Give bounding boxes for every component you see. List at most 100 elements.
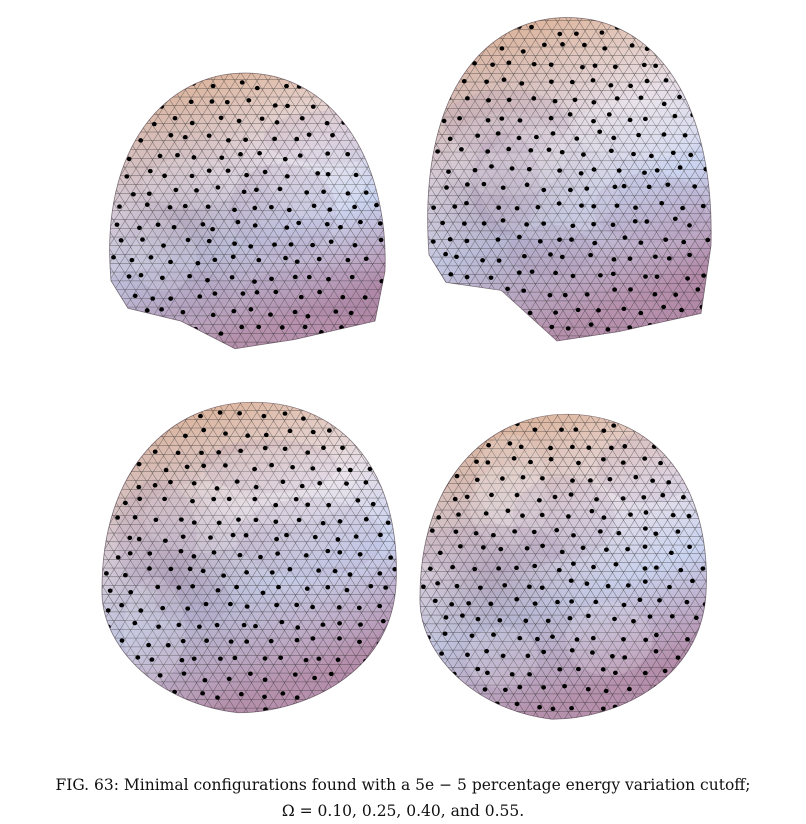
particle-dot	[507, 441, 513, 446]
particle-dot	[568, 187, 573, 193]
particle-dot	[97, 276, 102, 280]
particle-dot	[109, 326, 115, 332]
particle-dot	[295, 625, 301, 630]
particle-dot	[381, 692, 387, 697]
particle-dot	[506, 60, 512, 65]
particle-dot	[650, 478, 655, 483]
particle-dot	[636, 132, 641, 138]
particle-dot	[324, 221, 330, 227]
particle-dot	[167, 712, 173, 713]
particle-dot	[137, 429, 143, 434]
particle-dot	[485, 670, 490, 676]
particle-dot	[654, 274, 660, 279]
particle-dot	[214, 622, 220, 628]
particle-dot	[320, 521, 326, 526]
particle-dot	[628, 287, 633, 292]
particle-dot	[396, 531, 397, 537]
particle-dot	[124, 174, 130, 179]
particle-dot	[297, 153, 303, 158]
particle-dot	[517, 684, 523, 690]
particle-dot	[132, 515, 138, 520]
particle-dot	[296, 220, 302, 226]
particle-dot	[540, 543, 545, 548]
particle-dot	[175, 152, 180, 158]
particle-dot	[710, 544, 715, 548]
particle-dot	[287, 428, 293, 434]
particle-dot	[272, 242, 277, 247]
particle-dot	[416, 78, 421, 82]
particle-dot	[253, 624, 258, 629]
particle-dot	[254, 187, 259, 193]
particle-dot	[514, 701, 520, 707]
particle-dot	[644, 78, 650, 84]
particle-dot	[600, 706, 606, 711]
particle-dot	[675, 703, 681, 708]
particle-dot	[284, 225, 290, 230]
particle-dot	[673, 292, 679, 297]
particle-dot	[221, 573, 226, 578]
particle-dot	[506, 146, 512, 152]
particle-dot	[269, 462, 274, 468]
particle-dot	[569, 79, 575, 85]
particle-dot	[162, 496, 167, 502]
particle-dot	[310, 636, 316, 641]
particle-dot	[397, 136, 402, 140]
particle-dot	[486, 98, 491, 103]
particle-dot	[539, 585, 545, 590]
particle-dot	[457, 116, 462, 121]
particle-dot	[383, 585, 388, 590]
particle-dot	[206, 238, 212, 244]
particle-dot	[549, 79, 554, 84]
particle-dot	[541, 187, 547, 193]
particle-dot	[347, 572, 353, 577]
particle-dot	[622, 655, 628, 660]
particle-dot	[392, 567, 397, 572]
particle-dot	[638, 240, 644, 245]
particle-dot	[706, 515, 707, 520]
particle-dot	[499, 46, 505, 51]
particle-dot	[505, 508, 511, 513]
particle-dot	[686, 513, 692, 519]
particle-dot	[571, 533, 576, 538]
figure-caption-line-2: Ω = 0.10, 0.25, 0.40, and 0.55.	[281, 802, 525, 820]
particle-dot	[306, 274, 312, 280]
particle-dot	[441, 474, 446, 479]
particle-dot	[238, 448, 244, 454]
particle-dot	[287, 567, 293, 572]
particle-dot	[189, 173, 195, 179]
particle-dot	[659, 201, 665, 206]
particle-dot	[150, 296, 156, 301]
particle-dot	[248, 671, 253, 676]
particle-dot	[643, 421, 649, 426]
particle-dot	[443, 66, 449, 71]
particle-dot	[168, 328, 173, 334]
particle-dot	[113, 481, 118, 486]
particle-dot	[205, 344, 211, 349]
particle-dot	[316, 568, 321, 573]
particle-dot	[654, 168, 660, 173]
particle-dot	[209, 99, 215, 104]
particle-dot	[553, 310, 558, 315]
particle-dot	[155, 83, 160, 88]
particle-dot	[471, 423, 477, 428]
particle-dot	[208, 535, 213, 540]
particle-dot	[719, 27, 722, 31]
particle-dot	[439, 651, 444, 656]
particle-dot	[524, 182, 530, 187]
particle-dot	[565, 326, 571, 331]
particle-dot	[669, 441, 675, 446]
particle-dot	[548, 445, 553, 451]
particle-dot	[621, 637, 626, 642]
particle-dot	[126, 706, 132, 711]
particle-dot	[132, 84, 138, 90]
particle-dot	[206, 168, 212, 173]
particle-dot	[550, 634, 555, 639]
particle-dot	[555, 599, 560, 605]
particle-dot	[653, 531, 659, 536]
particle-dot	[532, 563, 538, 569]
particle-dot	[111, 255, 116, 260]
particle-dot	[200, 568, 206, 574]
particle-dot	[374, 202, 379, 208]
particle-dot	[520, 513, 525, 518]
particle-dot	[496, 205, 502, 210]
